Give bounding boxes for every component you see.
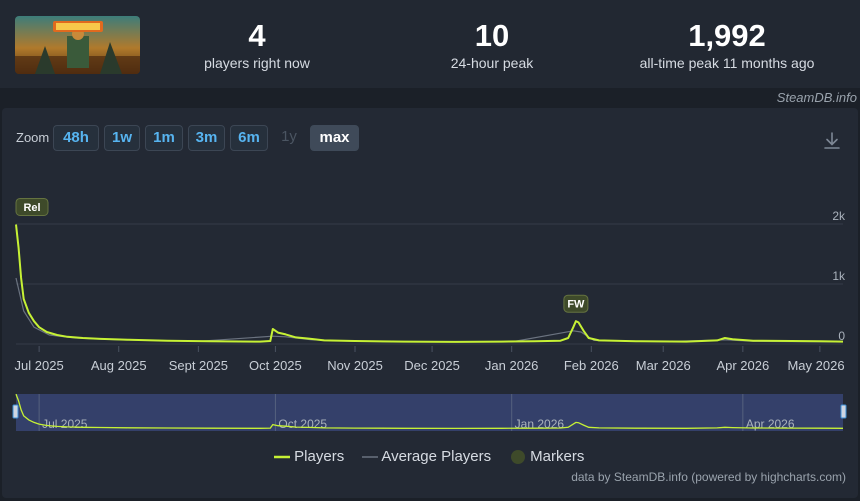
zoom-label: Zoom [16,130,50,145]
zoom-48h-button[interactable]: 48h [53,125,99,151]
zoom-6m-button[interactable]: 6m [230,125,268,151]
download-icon[interactable] [822,131,842,151]
zoom-1w-button[interactable]: 1w [104,125,140,151]
zoom-3m-button[interactable]: 3m [188,125,225,151]
steamdb-watermark: SteamDB.info [776,90,857,105]
chart-credit[interactable]: data by SteamDB.info (powered by highcha… [571,470,846,484]
stat-24h-peak: 10 24-hour peak [412,18,572,72]
legend-players-label: Players [294,448,345,465]
stat-current-players: 4 players right now [177,18,337,72]
peak-24h-value: 10 [474,18,510,53]
legend-markers-label: Markers [530,448,585,465]
zoom-max-button[interactable]: max [310,125,359,151]
legend-average[interactable]: Average Players [362,448,491,466]
legend-players[interactable]: Players [274,448,344,466]
current-players-value: 4 [248,18,266,53]
legend-markers[interactable]: Markers [510,448,584,466]
alltime-peak-value: 1,992 [688,18,766,53]
alltime-peak-label: all-time peak 11 months ago [639,55,815,71]
legend-average-label: Average Players [381,448,492,465]
peak-24h-label: 24-hour peak [450,55,534,71]
game-thumbnail[interactable] [15,16,140,74]
current-players-label: players right now [204,55,310,71]
stats-bar: 4 players right now 10 24-hour peak 1,99… [0,0,860,88]
zoom-1y-button: 1y [281,128,297,145]
stat-alltime-peak: 1,992 all-time peak 11 months ago [627,18,827,72]
zoom-1m-button[interactable]: 1m [145,125,183,151]
chart-panel [2,108,858,498]
